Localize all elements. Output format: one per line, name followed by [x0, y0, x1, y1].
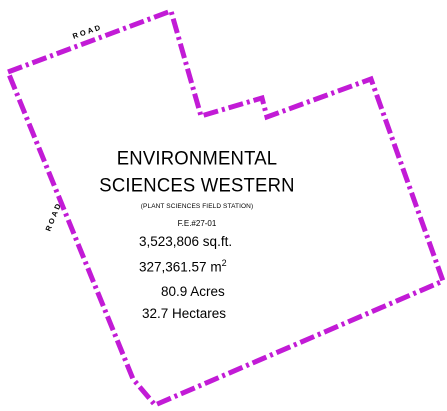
area-square-meters-exponent: 2	[221, 258, 227, 268]
site-title-line2: SCIENCES WESTERN	[99, 173, 295, 196]
area-square-feet: 3,523,806 sq.ft.	[139, 234, 233, 249]
area-acres: 80.9 Acres	[161, 284, 225, 299]
site-title-line1: ENVIRONMENTAL	[116, 146, 278, 169]
area-hectares: 32.7 Hectares	[142, 306, 227, 321]
property-boundary-line	[4, 7, 447, 409]
area-square-meters: 327,361.57 m2	[139, 258, 227, 275]
area-square-meters-value: 327,361.57 m	[139, 259, 222, 275]
file-reference: F.E.#27-01	[177, 219, 217, 228]
site-subtitle: (PLANT SCIENCES FIELD STATION)	[140, 203, 254, 210]
